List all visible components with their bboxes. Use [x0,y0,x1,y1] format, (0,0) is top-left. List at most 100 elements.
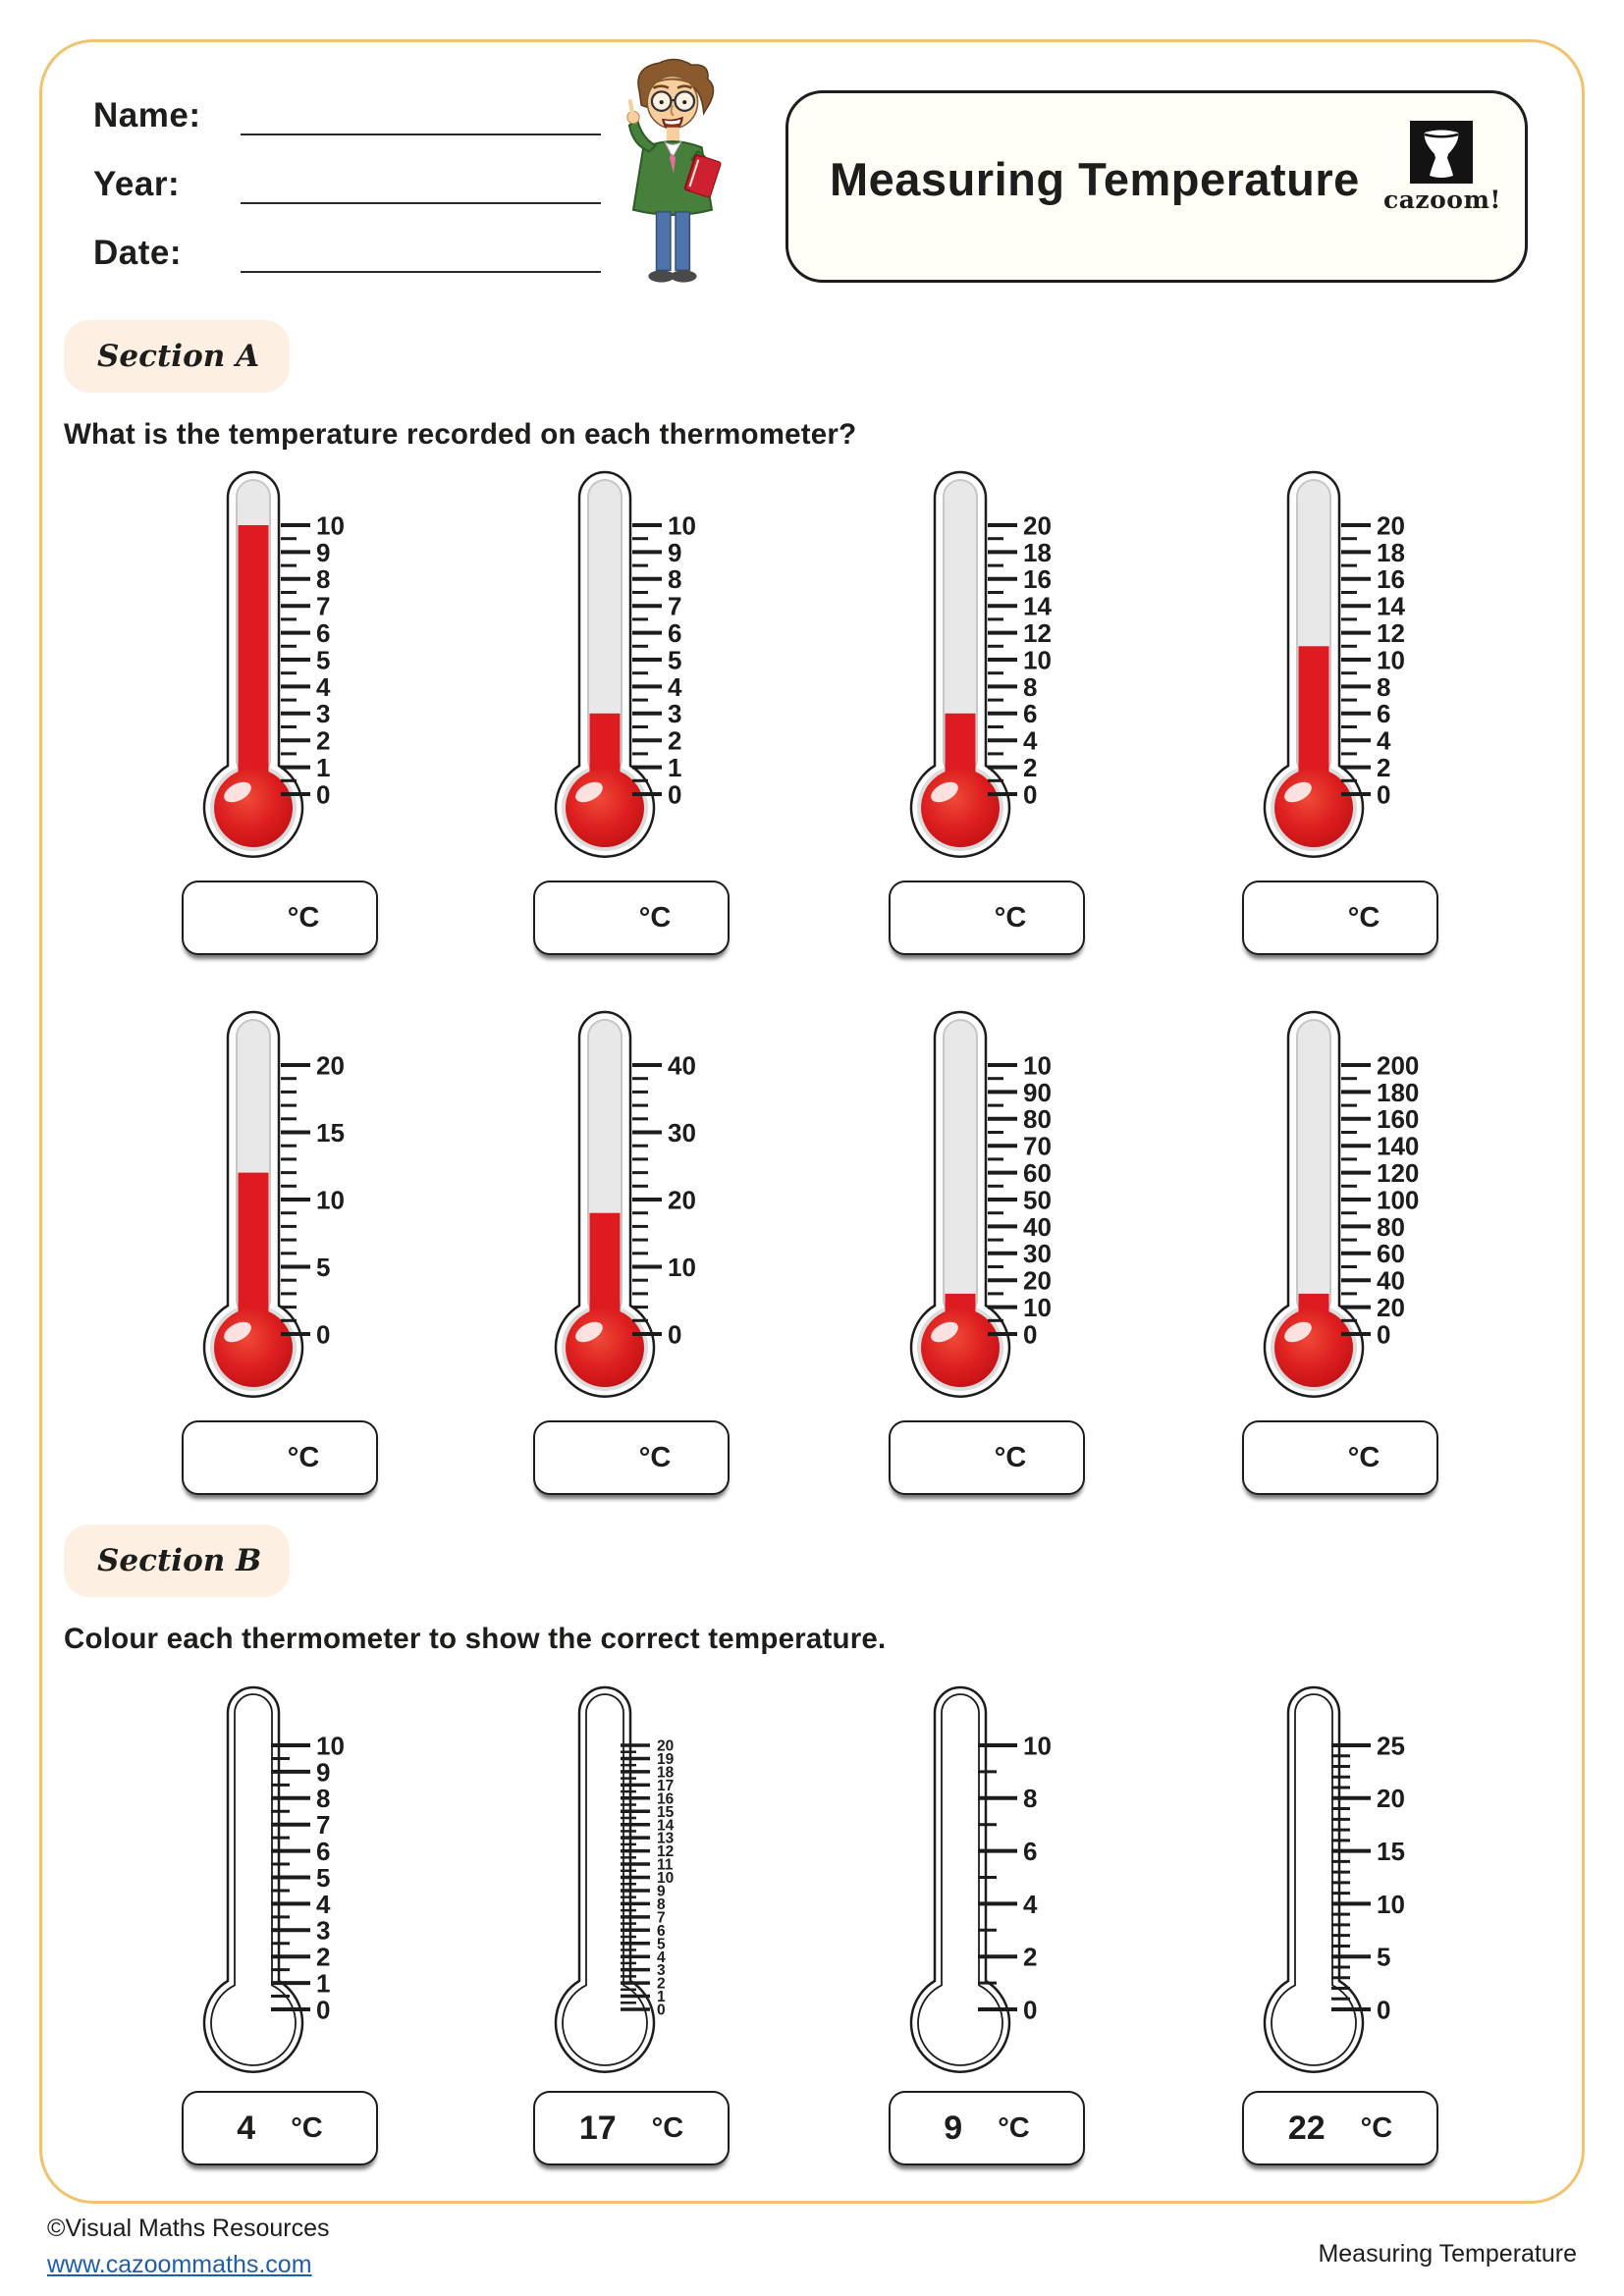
svg-text:18: 18 [657,1764,675,1781]
svg-text:16: 16 [1023,564,1052,594]
svg-text:25: 25 [1377,1731,1405,1760]
answer-box[interactable]: °C [1242,1420,1438,1495]
svg-text:10: 10 [657,1870,674,1887]
celsius-unit-label: °C [1347,1441,1380,1473]
svg-text:15: 15 [1377,1837,1405,1866]
svg-text:3: 3 [668,699,681,728]
svg-text:4: 4 [1377,726,1391,756]
svg-text:0: 0 [1377,1319,1390,1349]
answer-box[interactable]: °C [889,881,1085,955]
svg-text:15: 15 [657,1804,675,1821]
svg-text:60: 60 [1023,1158,1052,1188]
svg-text:20: 20 [316,1050,345,1080]
svg-text:4: 4 [1023,726,1038,756]
thermometer: 0 10 20 30 40 [455,996,808,1418]
svg-text:2: 2 [668,726,681,756]
svg-text:2: 2 [657,1976,666,1993]
page-border [39,39,1585,2204]
answer-value: 22 [1287,2109,1326,2147]
answer-value: 4 [237,2109,256,2147]
svg-text:6: 6 [316,1837,330,1866]
svg-text:14: 14 [1377,592,1405,621]
celsius-unit-label: °C [638,901,672,934]
svg-text:10: 10 [1023,645,1052,674]
section-b-instruction: Colour each thermometer to show the corr… [64,1623,887,1655]
svg-text:9: 9 [316,538,330,567]
answer-box[interactable]: °C [182,1420,378,1495]
svg-text:180: 180 [1377,1078,1419,1107]
svg-text:30: 30 [1023,1239,1052,1268]
svg-text:20: 20 [1023,1266,1052,1296]
cazoom-logo: cazoom! [1383,121,1501,214]
svg-text:10: 10 [1023,1293,1052,1322]
section-b-heading: Section B [64,1524,290,1597]
section-a-question: What is the temperature recorded on each… [64,418,857,451]
svg-text:100: 100 [1377,1185,1419,1214]
svg-text:8: 8 [316,1784,330,1813]
svg-text:12: 12 [1023,618,1052,648]
svg-text:20: 20 [1023,510,1052,540]
svg-text:10: 10 [316,510,345,540]
teacher-illustration [626,58,722,283]
year-input-line[interactable] [241,202,601,204]
logo-text: cazoom! [1383,186,1501,214]
svg-text:18: 18 [1023,538,1052,567]
website-link[interactable]: www.cazoommaths.com [47,2251,312,2278]
svg-text:3: 3 [316,699,330,728]
svg-text:4: 4 [1023,1890,1038,1919]
svg-text:8: 8 [316,564,330,594]
date-input-line[interactable] [241,271,601,273]
svg-text:10: 10 [1023,1050,1052,1080]
svg-text:0: 0 [1023,779,1037,809]
svg-text:1: 1 [316,1968,330,1998]
svg-text:2: 2 [1023,753,1037,782]
svg-text:5: 5 [668,645,681,674]
copyright-text: ©Visual Maths Resources [47,2215,330,2242]
name-input-line[interactable] [241,133,601,135]
answer-box[interactable]: 9 °C [889,2091,1085,2165]
answer-box[interactable]: °C [533,881,730,955]
svg-text:10: 10 [1377,1890,1405,1919]
celsius-unit-label: °C [994,901,1027,934]
answer-box[interactable]: °C [1242,881,1438,955]
svg-text:20: 20 [1377,1784,1405,1813]
svg-text:6: 6 [668,618,681,648]
svg-text:140: 140 [1377,1132,1419,1161]
celsius-unit-label: °C [287,1441,320,1473]
svg-text:30: 30 [668,1118,696,1148]
svg-text:7: 7 [316,1810,330,1840]
svg-text:1: 1 [657,1989,666,2005]
answer-box[interactable]: °C [533,1420,730,1495]
date-field-row: Date: [93,234,601,279]
svg-text:1: 1 [316,753,330,782]
svg-text:10: 10 [1023,1731,1052,1760]
svg-text:18: 18 [1377,538,1405,567]
answer-box[interactable]: 4 °C [182,2091,378,2165]
answer-box[interactable]: 17 °C [533,2091,730,2165]
svg-text:10: 10 [316,1731,345,1760]
footer-doc-title: Measuring Temperature [1318,2240,1577,2268]
thermometer: 0 1 2 3 4 5 6 7 8 9 10 [103,1672,457,2094]
svg-text:40: 40 [1023,1212,1052,1242]
svg-text:2: 2 [316,1943,330,1972]
svg-text:6: 6 [316,618,330,648]
svg-text:12: 12 [1377,618,1405,648]
thermometer-row-b: 0 1 2 3 4 5 6 7 8 9 10 0 1 2 3 4 5 6 7 8 9 10 11 12 13 14 15 16 17 18… [0,1672,1624,2094]
answer-box[interactable]: 22 °C [1242,2091,1438,2165]
answer-box[interactable]: °C [889,1420,1085,1495]
celsius-unit-label: °C [651,2111,684,2144]
answer-box[interactable]: °C [182,881,378,955]
svg-text:19: 19 [657,1751,675,1768]
svg-text:0: 0 [1377,779,1390,809]
svg-text:2: 2 [1377,753,1390,782]
svg-text:0: 0 [1023,1319,1037,1349]
title-box: Measuring Temperature cazoom! [785,90,1528,283]
svg-text:70: 70 [1023,1132,1052,1161]
svg-text:0: 0 [1023,1995,1037,2024]
svg-text:2: 2 [1023,1943,1037,1972]
